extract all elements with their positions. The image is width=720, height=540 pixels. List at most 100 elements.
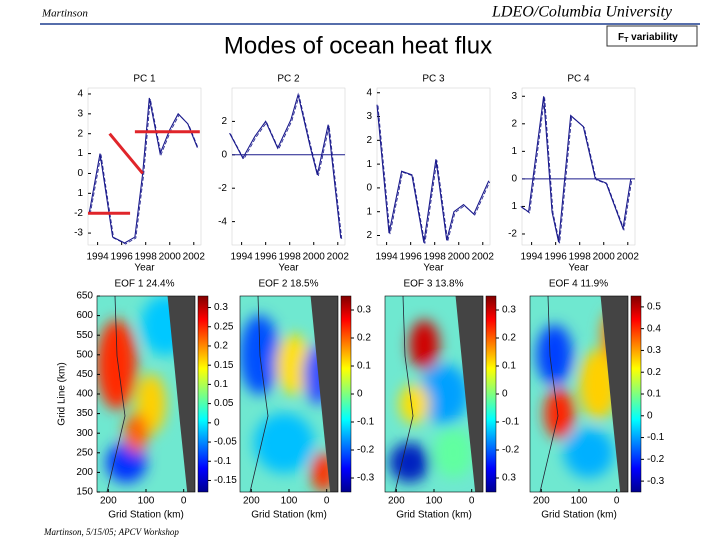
x-axis-label: Grid Station (km) <box>251 510 327 521</box>
pc-line <box>376 104 490 243</box>
y-tick-label: 250 <box>76 447 93 458</box>
x-tick-label: 100 <box>571 496 588 507</box>
colorbar-tick-label: 0.1 <box>214 379 228 390</box>
colorbar <box>485 295 497 493</box>
y-tick-label: 1 <box>511 146 517 157</box>
colorbar-tick-label: 0 <box>647 410 653 421</box>
x-tick-label: 2000 <box>448 252 471 263</box>
y-axis-label: Grid Line (km) <box>57 362 68 425</box>
colorbar-tick-label: 0.2 <box>502 333 516 344</box>
y-tick-label: 4 <box>77 89 83 100</box>
coastline <box>394 296 414 492</box>
colorbar-tick-label: 0.1 <box>647 389 661 400</box>
y-tick-label: 650 <box>76 291 93 302</box>
colorbar-tick-label: 0.4 <box>647 323 661 334</box>
y-tick-label: 1 <box>77 148 83 159</box>
field-blob <box>409 320 440 370</box>
x-tick-label: 0 <box>469 496 475 507</box>
x-tick-label: 1996 <box>111 252 134 263</box>
colorbar-tick-label: -0.05 <box>214 437 237 448</box>
colorbar <box>197 295 209 493</box>
x-tick-label: 2002 <box>617 252 640 263</box>
chart-title: PC 3 <box>422 74 445 85</box>
colorbar-tick-label: -0.3 <box>357 473 375 484</box>
x-tick-label: 2002 <box>472 252 495 263</box>
y-tick-label: 1 <box>366 159 372 170</box>
x-tick-label: 2002 <box>327 252 350 263</box>
field-blob <box>399 383 430 424</box>
x-tick-label: 1994 <box>520 252 543 263</box>
colorbar-tick-label: 0.3 <box>357 305 371 316</box>
x-axis-label: Grid Station (km) <box>108 510 184 521</box>
plot-frame <box>376 87 491 246</box>
field-blob <box>433 427 474 478</box>
x-tick-label: 1998 <box>569 252 592 263</box>
badge-box <box>606 25 698 47</box>
x-tick-label: 2000 <box>303 252 326 263</box>
x-tick-label: 1994 <box>375 252 398 263</box>
colorbar-tick-label: -0.1 <box>647 432 665 443</box>
y-tick-label: 200 <box>76 467 93 478</box>
y-tick-label: 550 <box>76 330 93 341</box>
x-tick-label: 100 <box>281 496 298 507</box>
colorbar-tick-label: 0.1 <box>357 361 371 372</box>
colorbar-tick-label: 0.3 <box>647 345 661 356</box>
caption: EOF 2 18.5% <box>258 279 318 290</box>
x-tick-label: 1998 <box>279 252 302 263</box>
colorbar <box>630 295 642 493</box>
field-blob <box>418 364 469 424</box>
heatmap <box>97 296 195 492</box>
coastline <box>539 296 559 492</box>
colorbar-tick-label: 0.1 <box>502 361 516 372</box>
colorbar-tick-label: 0 <box>502 389 508 400</box>
x-tick-label: 1998 <box>135 252 158 263</box>
y-tick-label: 1 <box>366 206 372 217</box>
y-tick-label: 0 <box>511 174 517 185</box>
x-tick-label: 200 <box>100 496 117 507</box>
y-tick-label: 350 <box>76 408 93 419</box>
x-tick-label: 1996 <box>255 252 278 263</box>
caption: EOF 1 24.4% <box>114 279 174 290</box>
x-axis-label: Year <box>568 263 589 274</box>
y-tick-label: 450 <box>76 369 93 380</box>
y-tick-label: 0 <box>221 149 227 160</box>
colorbar-tick-label: -0.1 <box>214 456 232 467</box>
y-tick-label: 2 <box>511 118 517 129</box>
y-tick-label: 3 <box>77 108 83 119</box>
y-tick-label: 600 <box>76 310 93 321</box>
x-axis-label: Year <box>423 263 444 274</box>
y-tick-label: 0 <box>77 168 83 179</box>
plot-frame <box>521 87 636 246</box>
land <box>310 296 338 492</box>
pc-line-dashed <box>377 105 491 244</box>
colorbar-tick-label: 0.25 <box>214 321 234 332</box>
pc-line-dashed <box>89 98 199 245</box>
badge: FT variability <box>618 32 678 44</box>
y-tick-label: 2 <box>77 128 83 139</box>
x-axis-label: Year <box>278 263 299 274</box>
y-tick-label: -3 <box>74 228 83 239</box>
land <box>600 296 628 492</box>
colorbar-tick-label: -0.2 <box>357 445 375 456</box>
colorbar-tick-label: -0.1 <box>357 417 375 428</box>
regime-segment <box>108 132 144 175</box>
x-tick-label: 2000 <box>593 252 616 263</box>
colorbar-tick-label: 0 <box>357 389 363 400</box>
y-tick-label: 2 <box>366 135 372 146</box>
y-tick-label: 400 <box>76 389 93 400</box>
colorbar <box>340 295 352 493</box>
coastline <box>106 296 126 492</box>
field-blob <box>275 334 312 395</box>
x-tick-label: 100 <box>426 496 443 507</box>
heatmap <box>530 296 628 492</box>
slide-title: Modes of ocean heat flux <box>224 32 492 59</box>
plot-frame <box>231 87 346 246</box>
field-blob <box>563 427 614 478</box>
coastline <box>249 296 269 492</box>
y-tick-label: -2 <box>218 183 227 194</box>
heatmap <box>385 296 483 492</box>
x-tick-label: 0 <box>614 496 620 507</box>
pc-line <box>520 96 632 243</box>
pc-line <box>88 97 198 244</box>
